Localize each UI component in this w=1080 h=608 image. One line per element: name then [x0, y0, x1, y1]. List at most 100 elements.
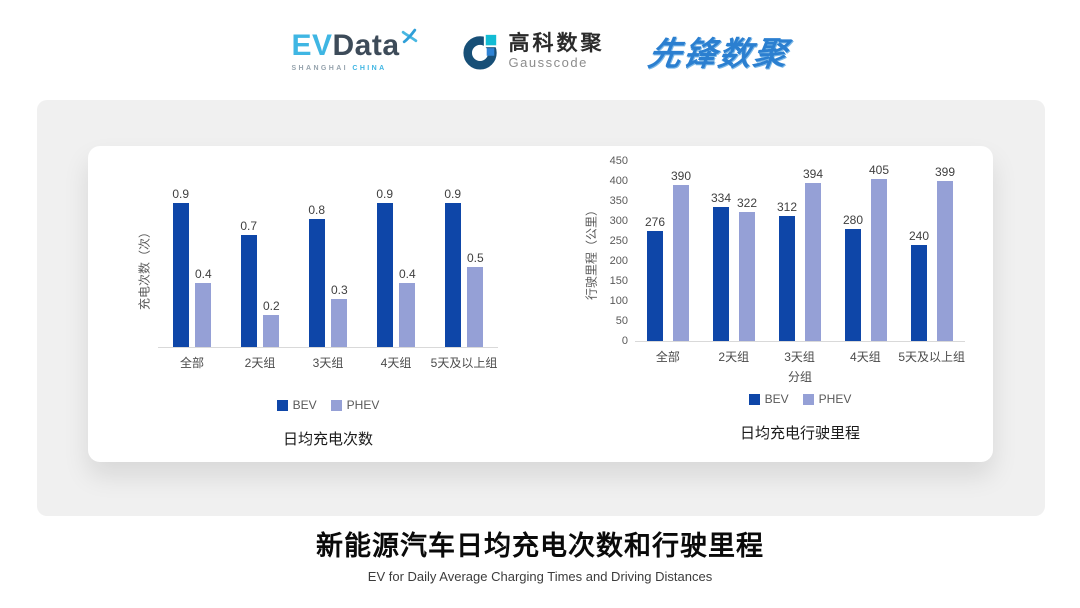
ytick-label: 0	[621, 335, 628, 347]
ytick-label: 250	[609, 235, 628, 247]
bar-value-label: 0.9	[376, 187, 393, 201]
bar-bev	[376, 203, 393, 347]
bar-wrap: 0.8	[308, 204, 325, 347]
category-label: 4天组	[380, 356, 412, 370]
category-labels: 全部 2天组 3天组 4天组 5天及以上组	[158, 354, 498, 371]
legend-label: PHEV	[818, 392, 852, 406]
legend: BEV PHEV	[158, 398, 498, 412]
chart-caption: 日均充电行驶里程	[739, 425, 860, 442]
bar-value-label: 334	[710, 191, 731, 206]
legend-swatch-bev	[276, 399, 288, 411]
ytick-label: 150	[609, 275, 628, 287]
x-axis-label: 分组	[787, 370, 812, 384]
bar-bev	[712, 207, 729, 341]
gausscode-en-text: Gausscode	[508, 55, 588, 71]
bar-wrap: 0.9	[444, 188, 461, 347]
g-ring-icon	[462, 32, 500, 70]
bar-wrap: 0.7	[240, 220, 257, 347]
chart-daily-charging-times: 充电次数（次） 0.9 0.4 0.7 0.2 0.8 0.3 0.9 0.4 0.9 0.5 全部 2…	[132, 146, 498, 462]
plot-area: 276 390 334 322 312 394 280 405 240 399	[635, 162, 965, 342]
ytick-label: 50	[615, 315, 628, 327]
bar-value-label: 0.9	[444, 187, 461, 201]
evdata-tagline: SHANGHAI CHINA	[291, 65, 417, 72]
category-labels: 全部 2天组 3天组 4天组 5天及以上组	[635, 348, 965, 365]
bar-wrap: 334	[711, 192, 731, 341]
bar-phev	[673, 185, 690, 341]
plot-area: 0.9 0.4 0.7 0.2 0.8 0.3 0.9 0.4 0.9 0.5	[158, 188, 498, 348]
ytick-label: 350	[609, 195, 628, 207]
bar-wrap: 280	[843, 214, 863, 341]
bar-value-label: 390	[671, 169, 692, 183]
page-subtitle: EV for Daily Average Charging Times and …	[367, 569, 713, 584]
category-label: 5天及以上组	[898, 350, 965, 364]
bar-group: 276 390	[635, 170, 701, 341]
bar-group: 0.8 0.3	[294, 204, 362, 347]
bar-value-label: 0.8	[308, 203, 325, 217]
bar-phev	[399, 283, 416, 347]
legend-item-phev: PHEV	[802, 392, 852, 406]
category-label: 3天组	[784, 350, 815, 364]
y-axis-ticks: 0 50 100 150 200 250 300 350 400 450	[605, 156, 635, 347]
category-label: 3天组	[312, 356, 344, 370]
bar-group: 0.9 0.5	[430, 188, 498, 347]
bar-wrap: 394	[803, 168, 823, 341]
bar-value-label: 0.4	[195, 267, 212, 281]
legend-item-phev: PHEV	[330, 398, 380, 412]
legend-swatch-phev	[802, 393, 814, 405]
y-axis-label: 充电次数（次）	[137, 225, 152, 311]
footer: 新能源汽车日均充电次数和行驶里程 EV for Daily Average Ch…	[0, 524, 1080, 584]
gausscode-text: 高科数聚 Gausscode	[509, 32, 605, 70]
bar-value-label: 0.7	[240, 219, 257, 233]
y-axis-label-area: 充电次数（次）	[132, 188, 158, 348]
bar-value-label: 280	[842, 213, 863, 227]
ytick-label: 300	[609, 215, 628, 227]
bar-bev	[646, 230, 663, 341]
evdata-ev-text: EV	[291, 28, 333, 62]
bar-wrap: 0.9	[376, 188, 393, 347]
bar-wrap: 0.3	[331, 284, 348, 347]
bar-group: 240 399	[899, 166, 965, 341]
bar-value-label: 399	[935, 165, 956, 180]
bar-bev	[844, 229, 861, 341]
bar-value-label: 0.4	[399, 267, 416, 281]
plot-row: 充电次数（次） 0.9 0.4 0.7 0.2 0.8 0.3 0.9 0.4 0.9 0.5	[132, 188, 498, 348]
gausscode-logo: 高科数聚 Gausscode	[462, 32, 605, 70]
legend-label: BEV	[764, 392, 789, 406]
legend-label: PHEV	[346, 398, 380, 412]
legend-swatch-phev	[330, 399, 342, 411]
legend: BEV PHEV	[635, 392, 965, 406]
bar-value-label: 0.2	[263, 299, 280, 313]
plot-row: 行驶里程（公里） 0 50 100 150 200 250 300 350 400 450 276 39…	[579, 156, 965, 347]
bar-value-label: 312	[776, 200, 797, 215]
evdata-data-text: Data	[332, 28, 400, 62]
evdata-wordmark: EV Data	[291, 28, 417, 62]
bar-phev	[467, 267, 484, 347]
category-label: 全部	[655, 350, 680, 364]
bar-wrap: 322	[737, 197, 757, 341]
chart-card: 充电次数（次） 0.9 0.4 0.7 0.2 0.8 0.3 0.9 0.4 0.9 0.5 全部 2…	[88, 146, 993, 462]
bar-value-label: 394	[803, 167, 824, 182]
bar-value-label: 0.5	[467, 251, 484, 265]
legend-label: BEV	[292, 398, 317, 412]
bar-bev	[240, 235, 257, 347]
bar-value-label: 322	[737, 196, 758, 211]
bar-bev	[172, 203, 189, 347]
y-axis-label: 行驶里程（公里）	[584, 203, 599, 301]
bar-phev	[195, 283, 212, 347]
bar-wrap: 276	[645, 216, 665, 341]
bar-wrap: 390	[671, 170, 691, 341]
chart-daily-driving-distance: 行驶里程（公里） 0 50 100 150 200 250 300 350 400 450 276 39…	[579, 146, 965, 462]
x-star-icon	[401, 28, 417, 43]
category-label: 5天及以上组	[430, 356, 498, 370]
x-axis-label-row: 分组	[635, 368, 965, 388]
bar-value-label: 0.9	[172, 187, 189, 201]
page-title: 新能源汽车日均充电次数和行驶里程	[316, 531, 764, 561]
bar-group: 0.7 0.2	[226, 220, 294, 347]
bar-group: 312 394	[767, 168, 833, 341]
bar-value-label: 405	[869, 163, 890, 177]
bar-group: 0.9 0.4	[158, 188, 226, 347]
evdata-tagline-shanghai: SHANGHAI	[291, 64, 349, 72]
bar-wrap: 312	[777, 201, 797, 341]
chart-caption: 日均充电次数	[282, 431, 373, 448]
